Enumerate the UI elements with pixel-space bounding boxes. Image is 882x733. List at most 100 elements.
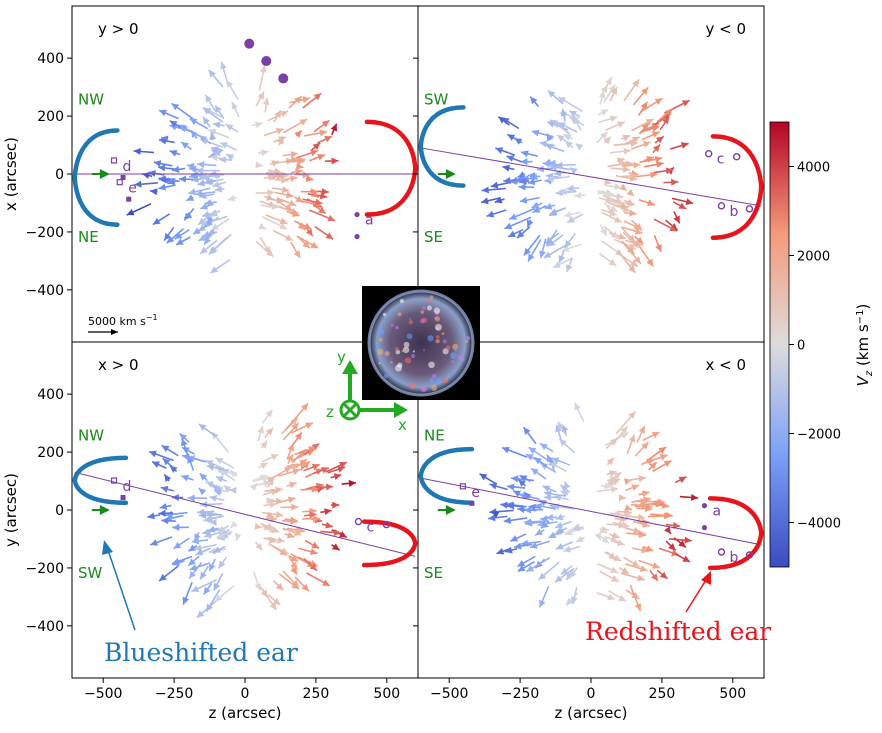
velocity-vector-head [164, 474, 172, 483]
velocity-vector-head [608, 552, 616, 560]
velocity-vector-head [641, 441, 649, 450]
velocity-vector-head [321, 120, 330, 128]
labeled-knot-a: a [354, 211, 374, 240]
velocity-vector-head [534, 502, 543, 510]
direction-label-bottom: SE [424, 228, 443, 246]
velocity-vector-head [167, 178, 176, 185]
velocity-vector-head [628, 434, 636, 443]
velocity-vector-head [623, 147, 631, 155]
velocity-vector-head [180, 438, 188, 447]
velocity-vector-head [531, 468, 539, 476]
velocity-vector-head [207, 525, 216, 533]
velocity-vector-head [626, 198, 635, 206]
velocity-vector-head [557, 134, 565, 142]
velocity-vector-head [259, 65, 267, 73]
y-axis-label-top: x (arcsec) [2, 137, 20, 211]
velocity-vector-head [574, 402, 581, 411]
colorbar-tick-label: 4000 [797, 161, 830, 176]
velocity-vector-head [195, 548, 204, 556]
velocity-vector-head [529, 542, 538, 549]
velocity-vector-head [628, 265, 636, 273]
velocity-vector-head [549, 208, 558, 215]
velocity-vector-head [205, 219, 214, 227]
velocity-vector-head [322, 579, 330, 586]
velocity-vector-head [309, 548, 318, 556]
velocity-vector-head [610, 486, 619, 493]
scale-bar-sup: −1 [146, 313, 158, 322]
velocity-vector-head [324, 136, 333, 143]
velocity-vector-head [610, 87, 617, 95]
velocity-vector-head [511, 475, 519, 483]
velocity-vector-head [227, 194, 236, 202]
velocity-vector-head [566, 572, 574, 581]
velocity-vector-head [159, 573, 167, 581]
velocity-vector-head [546, 133, 554, 142]
velocity-vector-head [211, 485, 220, 493]
velocity-vector-head [254, 522, 262, 530]
velocity-vector-head [203, 586, 211, 595]
velocity-vector-head [275, 497, 283, 505]
labeled-knot-a: a [701, 503, 721, 531]
velocity-vectors [126, 61, 339, 274]
panel-background [72, 342, 418, 678]
velocity-vector-head [271, 202, 279, 210]
x-tick-label: 500 [719, 686, 746, 702]
velocity-vector-head [507, 483, 515, 491]
velocity-vector-head [663, 460, 672, 468]
velocity-vector-head [325, 521, 333, 529]
velocity-vector-head [539, 140, 548, 148]
velocity-vector-head [629, 172, 638, 180]
velocity-vector-head [191, 585, 200, 592]
velocity-vector-head [621, 567, 630, 574]
velocity-vector-head [188, 558, 196, 566]
velocity-vector-head [291, 210, 300, 217]
redshifted-ear [710, 134, 764, 240]
velocity-vector-head [531, 129, 540, 137]
velocity-vector-head [528, 253, 535, 262]
velocity-vector-head [565, 264, 573, 273]
colorbar-tick-label: −4000 [797, 517, 841, 532]
velocity-vector-head [645, 545, 654, 552]
velocity-vector-head [213, 582, 221, 591]
blueshifted-ear-annotation: Blueshifted ear [102, 540, 298, 667]
velocity-vector-head [503, 516, 512, 524]
velocity-vector-head [641, 490, 650, 498]
velocity-vector-head [524, 518, 532, 526]
velocity-vector-head [539, 250, 546, 259]
velocity-vector-head [621, 202, 629, 210]
velocity-vector-head [272, 597, 281, 606]
velocity-vector-head [226, 154, 235, 161]
velocity-vector-head [310, 149, 318, 157]
velocity-vector-head [654, 98, 663, 105]
velocity-vector-head [618, 594, 626, 602]
velocity-vector-head [275, 511, 284, 519]
velocity-vector-head [672, 521, 681, 529]
velocity-vector-head [189, 118, 198, 126]
velocity-vector-head [273, 167, 282, 175]
velocity-vector-head [348, 479, 356, 487]
velocity-vector-head [546, 454, 554, 463]
velocity-vector-head [294, 130, 302, 138]
velocity-vector-head [262, 97, 270, 106]
velocity-vector-head [311, 188, 319, 196]
velocity-vector-head [594, 532, 602, 541]
velocity-vector-head [626, 188, 635, 197]
svg-text:5000 km s−1: 5000 km s−1 [88, 313, 158, 328]
velocity-vector-head [176, 238, 184, 245]
velocity-vector-head [627, 234, 636, 243]
redshifted-ear-annotation: Redshifted ear [585, 571, 771, 646]
velocity-vector-head [575, 535, 584, 543]
blueshifted-ear [418, 446, 475, 506]
velocity-vector-head [205, 94, 213, 103]
velocity-vector-head [523, 247, 531, 256]
velocity-vector-head [199, 473, 208, 481]
velocity-vector-head [505, 546, 513, 554]
velocity-vector-head [310, 241, 319, 249]
velocity-vector-head [290, 554, 299, 562]
velocity-vector-head [608, 258, 617, 266]
x-tick-label: −250 [155, 686, 193, 702]
velocity-vector-head [294, 96, 302, 104]
velocity-vector-head [150, 188, 158, 196]
velocity-vector-head [215, 105, 222, 114]
velocity-vector-head [638, 475, 646, 483]
